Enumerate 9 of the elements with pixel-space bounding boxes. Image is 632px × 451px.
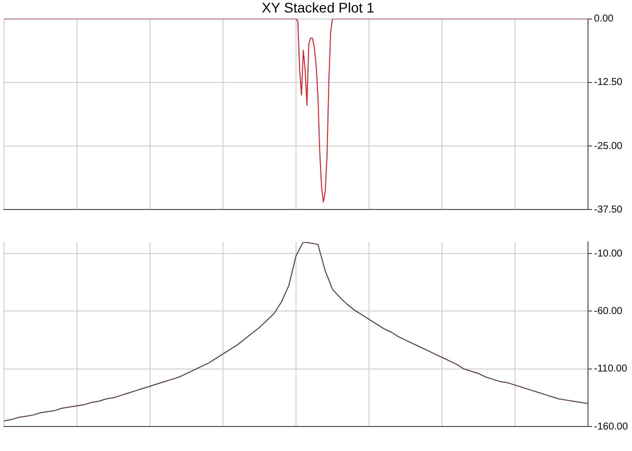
y-tick-label: -110.00 [594, 364, 628, 375]
chart-title: XY Stacked Plot 1 [262, 0, 375, 16]
y-tick-label: -25.00 [594, 140, 623, 152]
y-tick-label: -10.00 [594, 248, 623, 260]
y-tick-label: -60.00 [594, 306, 623, 317]
y-tick-label: -37.50 [594, 204, 623, 216]
y-tick-label: 0.00 [594, 14, 614, 25]
y-tick-label: -160.00 [594, 421, 628, 432]
y-tick-label: -12.50 [594, 77, 623, 88]
